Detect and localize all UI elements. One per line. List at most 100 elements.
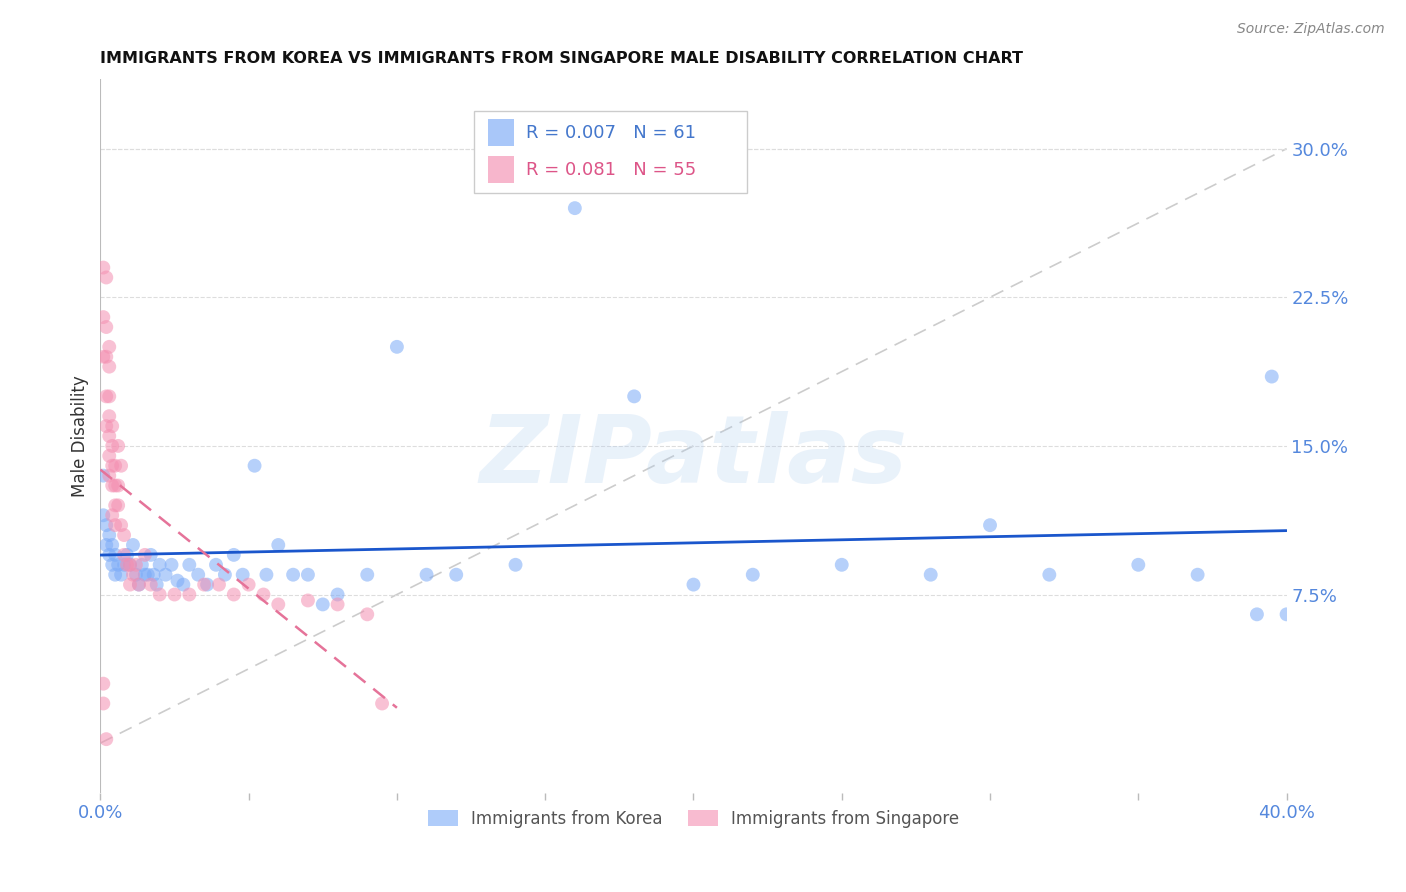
Point [1261, 369, 1284, 384]
Point [118, 577, 141, 591]
Point [101, 508, 124, 523]
Point [104, 458, 127, 473]
Point [131, 558, 153, 572]
Point [98, 468, 121, 483]
Point [96, 350, 118, 364]
Point [444, 567, 467, 582]
Point [91, 310, 114, 325]
Point [297, 567, 319, 582]
Point [104, 548, 127, 562]
Point [128, 577, 150, 591]
Point [134, 548, 156, 562]
Point [179, 587, 201, 601]
Point [98, 340, 121, 354]
Point [326, 587, 349, 601]
Point [91, 468, 114, 483]
Point [91, 676, 114, 690]
Point [238, 577, 260, 591]
Point [96, 419, 118, 434]
Point [1128, 558, 1150, 572]
Point [96, 270, 118, 285]
Point [91, 697, 114, 711]
Point [505, 558, 527, 572]
Point [163, 587, 186, 601]
Point [166, 574, 188, 588]
Point [1275, 607, 1298, 622]
Point [243, 458, 266, 473]
Point [101, 419, 124, 434]
Point [252, 587, 274, 601]
Point [98, 429, 121, 443]
Point [101, 478, 124, 492]
Point [214, 567, 236, 582]
Point [112, 548, 135, 562]
Point [564, 201, 586, 215]
Point [979, 518, 1001, 533]
FancyBboxPatch shape [474, 112, 747, 194]
Point [415, 567, 437, 582]
Point [356, 567, 378, 582]
Point [122, 567, 145, 582]
Point [134, 567, 156, 582]
Point [101, 458, 124, 473]
Point [267, 538, 290, 552]
Point [267, 598, 290, 612]
Point [920, 567, 942, 582]
Point [281, 567, 304, 582]
Point [326, 598, 349, 612]
Point [160, 558, 183, 572]
Point [139, 577, 162, 591]
Point [385, 340, 408, 354]
Point [128, 577, 150, 591]
Point [91, 508, 114, 523]
Point [136, 567, 159, 582]
Point [91, 260, 114, 275]
Point [149, 587, 172, 601]
Point [122, 538, 145, 552]
Text: IMMIGRANTS FROM KOREA VS IMMIGRANTS FROM SINGAPORE MALE DISABILITY CORRELATION C: IMMIGRANTS FROM KOREA VS IMMIGRANTS FROM… [100, 51, 1024, 66]
Point [187, 567, 209, 582]
Point [139, 548, 162, 562]
Point [254, 567, 277, 582]
Point [623, 389, 645, 403]
Point [101, 538, 124, 552]
Point [155, 567, 177, 582]
Point [145, 577, 167, 591]
Text: ZIPatlas: ZIPatlas [479, 411, 907, 503]
Point [110, 567, 132, 582]
Point [741, 567, 763, 582]
Point [101, 558, 124, 572]
Point [104, 478, 127, 492]
Point [149, 558, 172, 572]
Text: Source: ZipAtlas.com: Source: ZipAtlas.com [1237, 22, 1385, 37]
Point [110, 518, 132, 533]
Point [1246, 607, 1268, 622]
Point [104, 518, 127, 533]
Point [125, 567, 148, 582]
Point [91, 350, 114, 364]
Point [96, 732, 118, 747]
Point [118, 558, 141, 572]
Point [208, 577, 231, 591]
Point [682, 577, 704, 591]
Point [195, 577, 218, 591]
Point [107, 558, 129, 572]
Point [107, 478, 129, 492]
Point [104, 499, 127, 513]
Point [96, 518, 118, 533]
Point [98, 409, 121, 424]
Y-axis label: Male Disability: Male Disability [72, 376, 89, 497]
FancyBboxPatch shape [488, 120, 515, 146]
Point [1038, 567, 1060, 582]
Point [115, 558, 138, 572]
Point [110, 458, 132, 473]
Point [98, 528, 121, 542]
Point [96, 389, 118, 403]
Point [96, 538, 118, 552]
Point [98, 359, 121, 374]
Point [179, 558, 201, 572]
Text: R = 0.007   N = 61: R = 0.007 N = 61 [526, 124, 696, 142]
Point [125, 558, 148, 572]
Point [356, 607, 378, 622]
Text: R = 0.081   N = 55: R = 0.081 N = 55 [526, 161, 696, 179]
